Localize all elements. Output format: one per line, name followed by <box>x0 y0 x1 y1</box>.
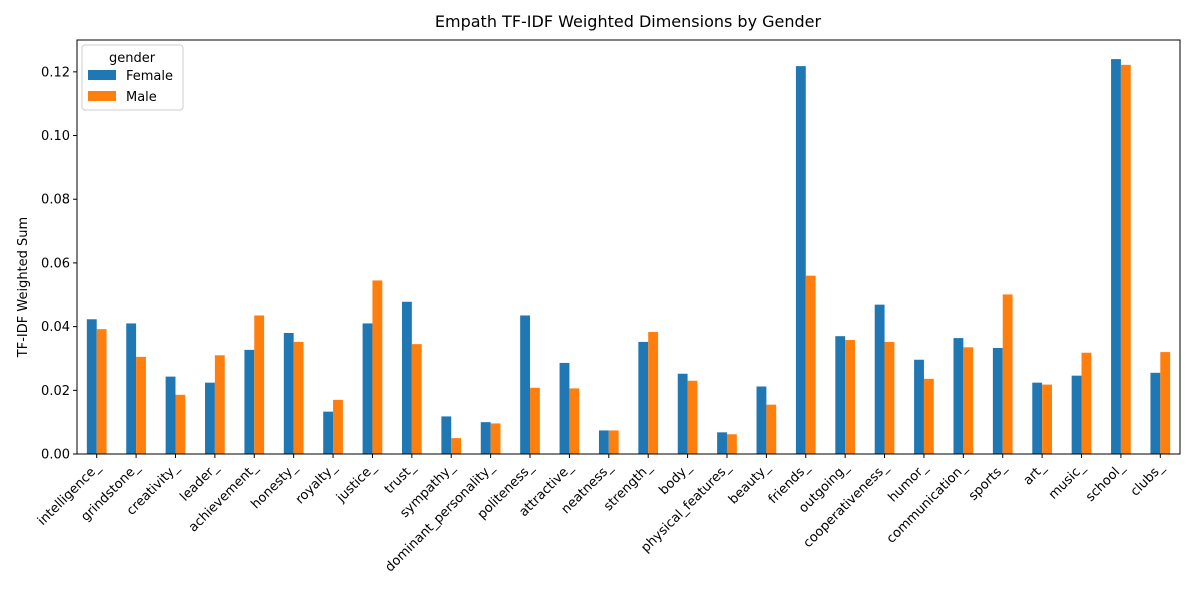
bar-female-politeness <box>520 315 531 454</box>
bar-female-beauty <box>756 386 767 454</box>
legend-swatch-female <box>88 70 116 80</box>
bar-male-humor <box>923 378 934 454</box>
y-tick-label: 0.00 <box>41 448 70 463</box>
bar-male-achievement <box>254 315 265 454</box>
bar-male-attractive <box>569 388 580 454</box>
bar-male-sports <box>1002 294 1013 454</box>
y-tick-label: 0.10 <box>41 129 70 144</box>
bar-female-creativity <box>165 376 176 454</box>
bar-male-beauty <box>766 404 777 454</box>
bar-female-intelligence <box>86 319 97 454</box>
bar-male-creativity <box>175 394 186 454</box>
bar-male-strength <box>648 332 659 454</box>
bar-female-clubs <box>1150 372 1161 454</box>
bar-male-intelligence <box>96 329 107 454</box>
bar-female-dominant_personality <box>480 422 491 454</box>
chart-title: Empath TF-IDF Weighted Dimensions by Gen… <box>435 12 822 31</box>
bar-female-physical_features <box>717 432 727 454</box>
bar-female-music <box>1071 375 1082 454</box>
bar-female-achievement <box>244 349 255 454</box>
bar-male-neatness <box>608 430 619 454</box>
bar-female-justice <box>362 323 373 454</box>
bar-male-sympathy <box>451 438 462 454</box>
bar-female-neatness <box>598 430 609 454</box>
bar-male-music <box>1081 352 1092 454</box>
y-tick-label: 0.02 <box>41 384 70 399</box>
bar-male-trust <box>411 344 422 454</box>
bar-female-sympathy <box>441 416 452 454</box>
bar-female-grindstone <box>126 323 137 454</box>
bars-group <box>86 59 1171 455</box>
bar-male-politeness <box>530 387 540 454</box>
bar-male-art <box>1042 384 1052 454</box>
bar-female-attractive <box>559 362 570 454</box>
bar-male-justice <box>372 280 383 454</box>
bar-male-outgoing <box>845 339 856 454</box>
y-tick-label: 0.06 <box>41 256 70 271</box>
legend: gender Female Male <box>81 44 184 111</box>
bar-female-honesty <box>283 332 294 454</box>
bar-male-clubs <box>1160 352 1171 454</box>
bar-male-physical_features <box>726 434 737 454</box>
bar-female-sports <box>992 347 1003 454</box>
y-tick-label: 0.08 <box>41 193 70 208</box>
bar-female-trust <box>401 301 412 454</box>
bar-female-friends <box>795 66 806 455</box>
bar-male-leader <box>214 355 225 454</box>
bar-female-body <box>677 373 688 454</box>
bar-female-outgoing <box>835 336 846 454</box>
y-axis-label: TF-IDF Weighted Sum <box>16 217 31 358</box>
y-tick-label: 0.04 <box>41 320 70 335</box>
bar-male-dominant_personality <box>490 423 501 454</box>
legend-swatch-male <box>88 91 116 101</box>
bar-male-communication <box>963 347 974 454</box>
bar-female-cooperativeness <box>874 304 885 454</box>
bar-male-school <box>1120 64 1131 454</box>
bar-male-honesty <box>293 341 304 454</box>
bar-male-grindstone <box>136 356 146 454</box>
bar-female-humor <box>914 359 924 454</box>
bar-female-art <box>1032 382 1043 454</box>
bar-male-friends <box>805 275 816 454</box>
bar-female-leader <box>205 382 215 454</box>
bar-male-royalty <box>333 399 343 454</box>
bar-female-royalty <box>323 411 334 454</box>
plot-frame <box>76 39 1181 455</box>
legend-title: gender <box>109 51 156 66</box>
legend-label-female: Female <box>126 69 173 84</box>
bar-female-communication <box>953 338 964 454</box>
bar-male-body <box>687 380 698 454</box>
bar-female-school <box>1111 59 1121 455</box>
legend-label-male: Male <box>126 90 157 105</box>
y-tick-label: 0.12 <box>41 65 70 80</box>
bar-female-strength <box>638 341 649 454</box>
y-axis-ticks: 0.00 0.02 0.04 0.06 0.08 0.10 0.12 <box>41 65 77 463</box>
bar-male-cooperativeness <box>884 341 895 454</box>
